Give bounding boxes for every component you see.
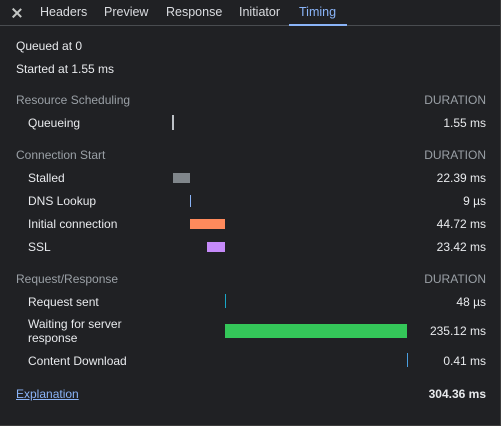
- row-value-initial-connection: 44.72 ms: [436, 217, 486, 231]
- bar-request-sent: [225, 294, 226, 308]
- duration-header-connection: DURATION: [424, 148, 486, 162]
- tab-initiator[interactable]: Initiator: [239, 5, 280, 19]
- bar-ssl: [207, 242, 225, 252]
- row-value-ssl: 23.42 ms: [436, 240, 486, 254]
- section-title-request: Request/Response: [16, 272, 119, 286]
- explanation-link[interactable]: Explanation: [16, 387, 79, 401]
- row-value-queueing: 1.55 ms: [443, 116, 486, 130]
- bar-initial-connection: [190, 219, 225, 229]
- row-label-queueing: Queueing: [28, 116, 81, 130]
- row-value-content-download: 0.41 ms: [443, 354, 486, 368]
- bar-waiting: [225, 324, 407, 338]
- row-value-request-sent: 48 µs: [456, 295, 486, 309]
- row-value-dns-lookup: 9 µs: [463, 194, 486, 208]
- row-value-stalled: 22.39 ms: [436, 171, 486, 185]
- row-label-dns-lookup: DNS Lookup: [28, 194, 97, 208]
- row-value-waiting: 235.12 ms: [429, 324, 486, 338]
- duration-header-request: DURATION: [424, 272, 486, 286]
- bar-stalled: [173, 173, 190, 183]
- row-label-request-sent: Request sent: [28, 295, 99, 309]
- row-label-ssl: SSL: [28, 240, 51, 254]
- started-at-text: Started at 1.55 ms: [16, 62, 115, 76]
- tab-timing[interactable]: Timing: [299, 5, 337, 19]
- row-label-waiting-line2: response: [28, 331, 78, 345]
- section-title-scheduling: Resource Scheduling: [16, 93, 131, 107]
- row-label-initial-connection: Initial connection: [28, 217, 118, 231]
- section-title-connection: Connection Start: [16, 148, 106, 162]
- active-tab-indicator: [289, 24, 347, 26]
- close-icon[interactable]: [9, 5, 25, 21]
- row-label-stalled: Stalled: [28, 171, 65, 185]
- queued-at-text: Queued at 0: [16, 39, 83, 53]
- row-label-waiting: Waiting for server: [28, 317, 122, 331]
- bar-queueing: [172, 115, 174, 130]
- tab-headers[interactable]: Headers: [40, 5, 88, 19]
- tab-response[interactable]: Response: [166, 5, 223, 19]
- row-label-content-download: Content Download: [28, 354, 127, 368]
- duration-header-scheduling: DURATION: [424, 93, 486, 107]
- bar-dns-lookup: [190, 195, 191, 207]
- bar-content-download: [407, 353, 408, 367]
- tab-bar: Headers Preview Response Initiator Timin…: [0, 0, 500, 26]
- total-duration: 304.36 ms: [428, 387, 486, 401]
- tab-preview[interactable]: Preview: [104, 5, 149, 19]
